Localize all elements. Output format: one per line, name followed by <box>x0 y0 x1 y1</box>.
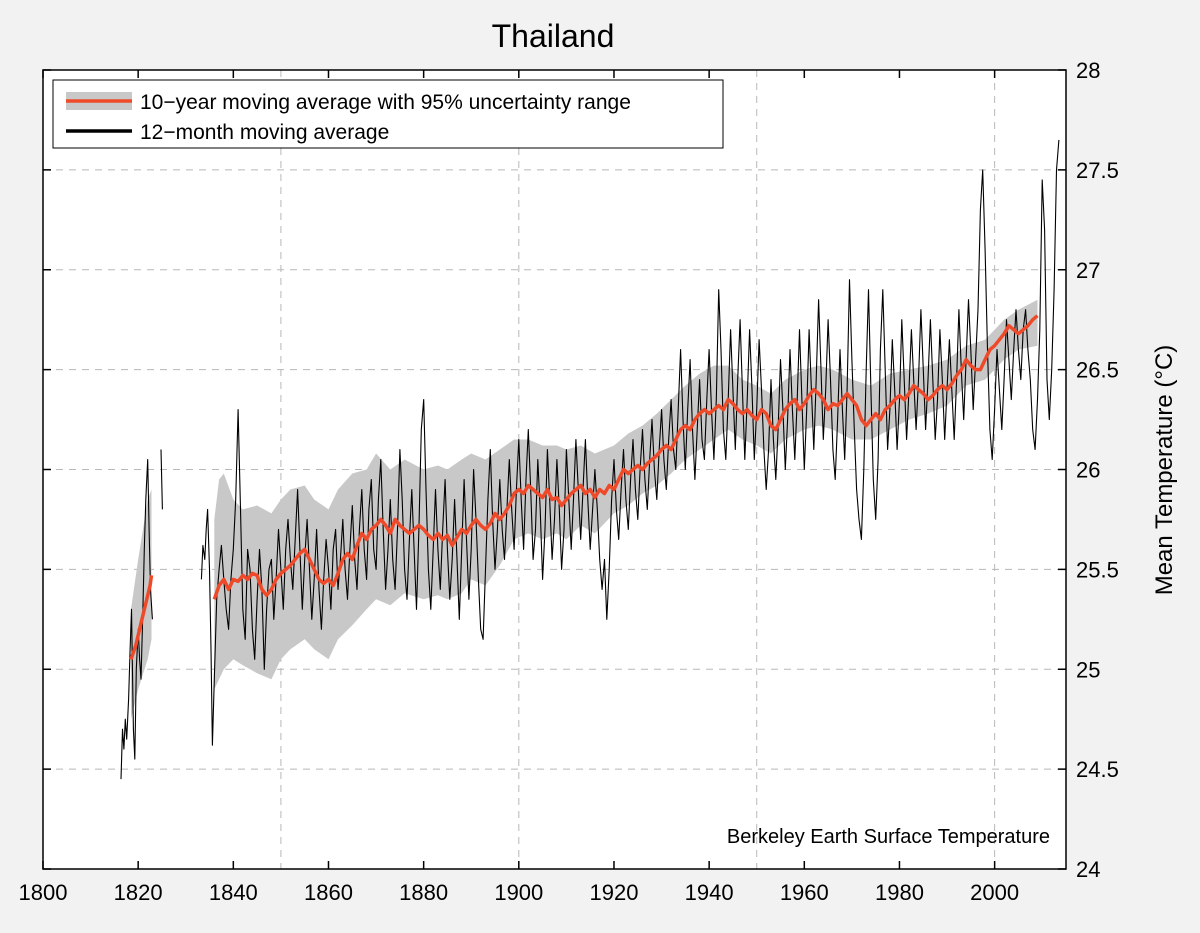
legend: 10−year moving average with 95% uncertai… <box>52 79 724 149</box>
y-tick-label: 26 <box>1076 458 1100 483</box>
y-tick-label: 25 <box>1076 657 1100 682</box>
x-tick-label: 1960 <box>780 880 829 905</box>
x-tick-label: 1940 <box>685 880 734 905</box>
chart-title: Thailand <box>492 18 615 54</box>
x-tick-label: 1900 <box>494 880 543 905</box>
10-year-series <box>129 314 1039 660</box>
series-line-10-year <box>129 575 154 660</box>
axis-ticks: 1800 1820 1840 1860 1880 1900 1920 1940 1960 1980… <box>19 58 1119 905</box>
x-tick-label: 2000 <box>970 880 1019 905</box>
y-tick-label: 25.5 <box>1076 557 1119 582</box>
x-tick-label: 1800 <box>19 880 68 905</box>
x-tick-label: 1860 <box>304 880 353 905</box>
x-tick-label: 1840 <box>209 880 258 905</box>
x-tick-label: 1920 <box>590 880 639 905</box>
legend-label-12-month: 12−month moving average <box>140 121 389 144</box>
x-tick-label: 1980 <box>875 880 924 905</box>
x-tick-label: 1880 <box>399 880 448 905</box>
y-axis-title: Mean Temperature (°C) <box>1151 345 1178 596</box>
y-tick-label: 24.5 <box>1076 757 1119 782</box>
gridlines <box>43 70 1066 869</box>
series-line-12-month <box>120 458 153 780</box>
y-tick-label: 27.5 <box>1076 158 1119 183</box>
y-tick-label: 24 <box>1076 857 1100 882</box>
legend-box <box>52 79 724 149</box>
y-tick-label: 27 <box>1076 258 1100 283</box>
legend-label-10-year: 10−year moving average with 95% uncertai… <box>140 91 631 114</box>
source-credit: Berkeley Earth Surface Temperature <box>727 826 1050 848</box>
y-tick-label: 28 <box>1076 58 1100 83</box>
x-tick-label: 1820 <box>114 880 163 905</box>
series-line-10-year <box>212 314 1039 600</box>
y-tick-label: 26.5 <box>1076 358 1119 383</box>
series-line-12-month <box>160 449 163 510</box>
